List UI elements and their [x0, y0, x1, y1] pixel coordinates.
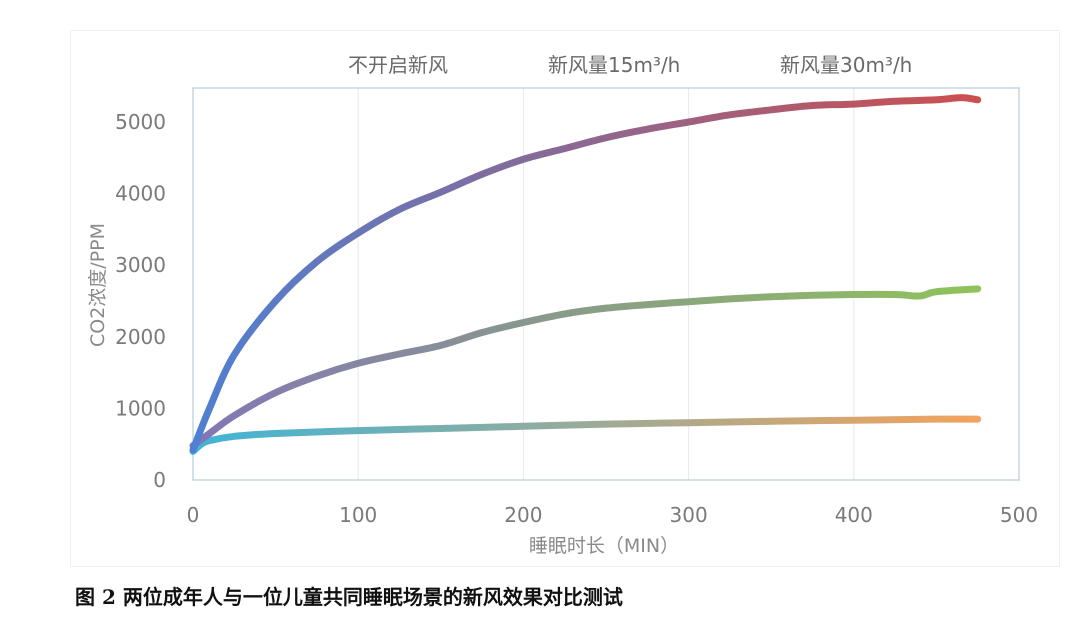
y-tick-label: 5000: [115, 110, 166, 134]
legend-label: 不开启新风: [348, 53, 448, 77]
chart-container: [70, 30, 1060, 567]
x-tick-label: 500: [1000, 503, 1038, 527]
x-tick-label: 300: [670, 503, 708, 527]
figure-caption: 图 2 两位成年人与一位儿童共同睡眠场景的新风效果对比测试: [75, 585, 623, 609]
x-axis-label: 睡眠时长（MIN）: [529, 535, 679, 557]
legend-label: 新风量15m³/h: [548, 53, 680, 77]
legend-label: 新风量30m³/h: [780, 53, 912, 77]
y-tick-label: 1000: [115, 396, 166, 420]
y-axis-label: CO2浓度/PPM: [87, 223, 109, 347]
y-tick-label: 4000: [115, 182, 166, 206]
y-tick-label: 3000: [115, 253, 166, 277]
y-tick-label: 2000: [115, 325, 166, 349]
x-tick-label: 0: [187, 503, 200, 527]
grid: [357, 88, 855, 480]
series-line-1: [189, 94, 982, 454]
x-tick-label: 400: [835, 503, 873, 527]
y-tick-label: 0: [153, 468, 166, 492]
x-tick-label: 100: [339, 503, 377, 527]
x-tick-label: 200: [504, 503, 542, 527]
plot-frame: [192, 87, 1020, 481]
series-line-3: [189, 415, 982, 455]
series-line-2: [189, 285, 982, 450]
legend: 不开启新风 新风量15m³/h 新风量30m³/h: [286, 53, 912, 77]
